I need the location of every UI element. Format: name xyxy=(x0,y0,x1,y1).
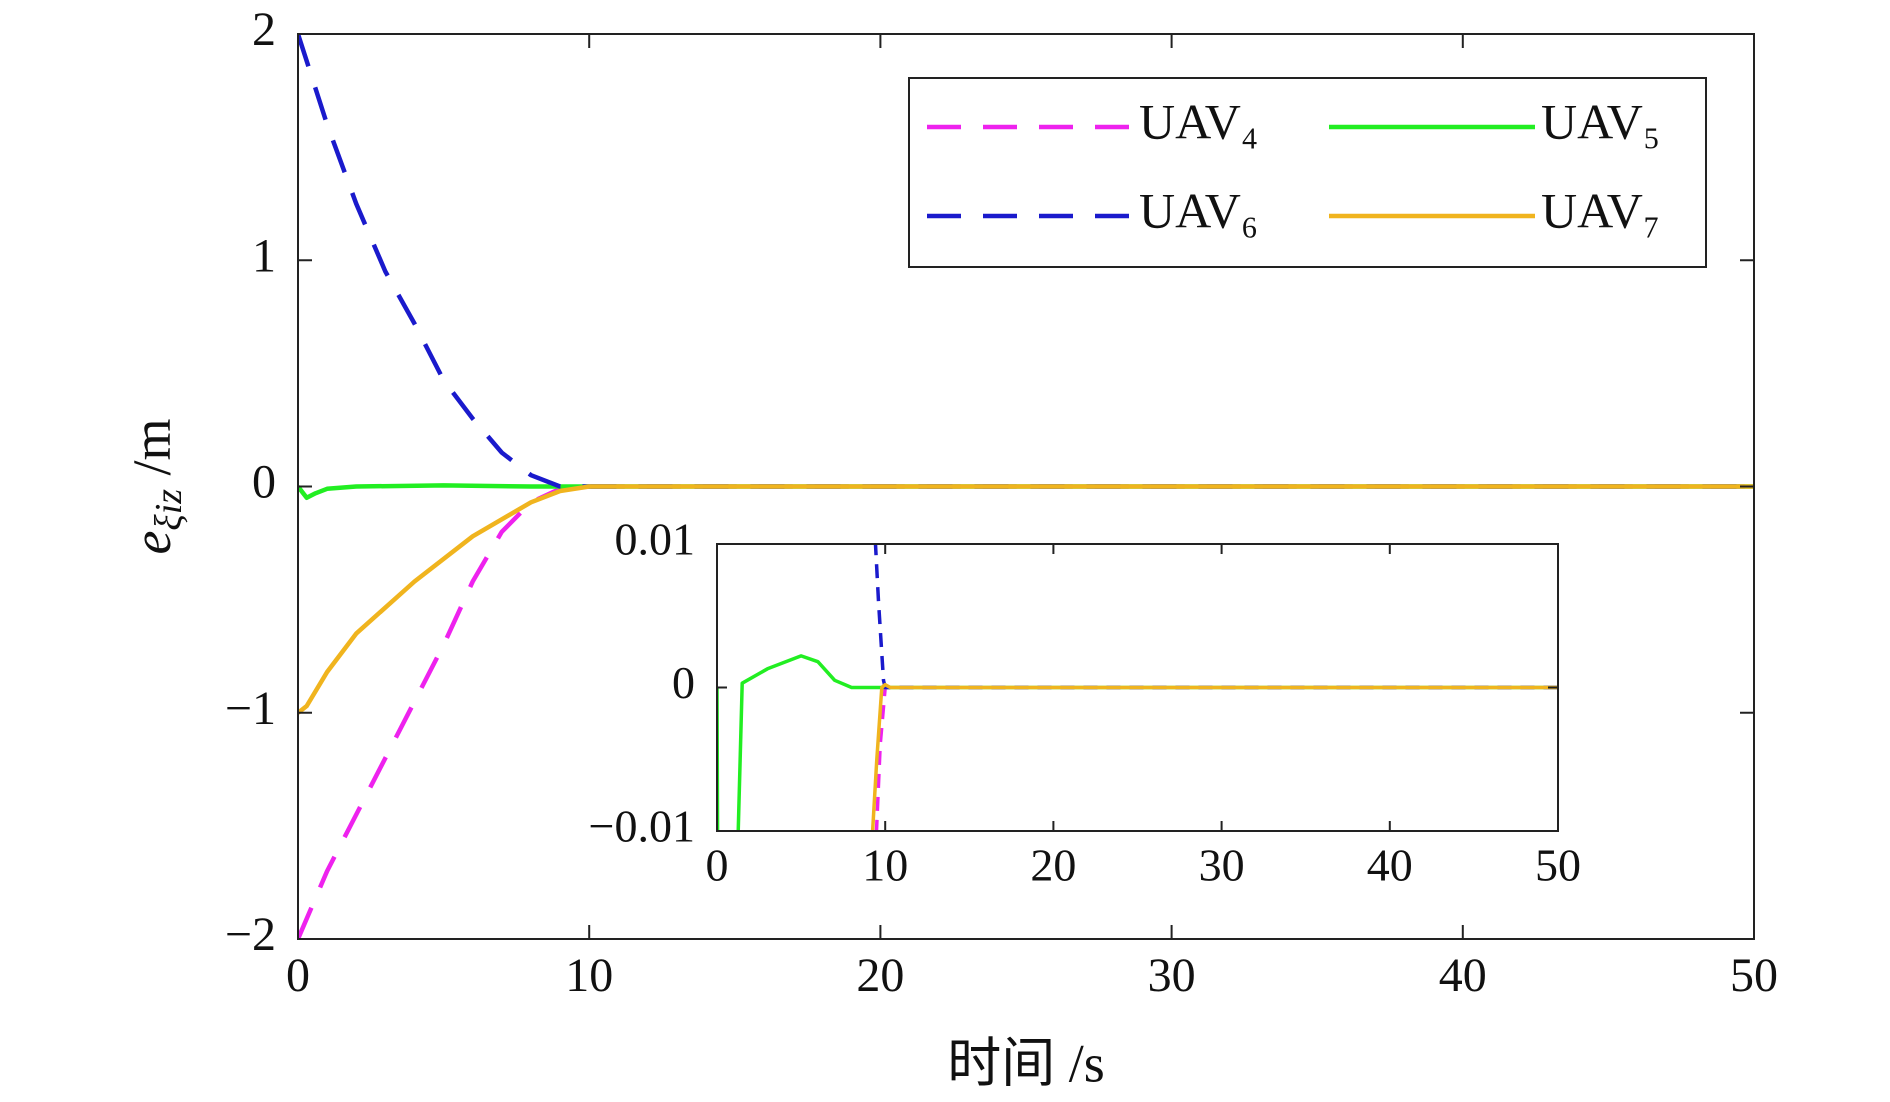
y-tick-label: 2 xyxy=(252,3,276,56)
legend-label: UAV₆ xyxy=(1139,182,1258,238)
x-tick-label: 20 xyxy=(856,949,904,1002)
legend-label: UAV₄ xyxy=(1139,93,1258,149)
series-line xyxy=(298,483,1754,501)
x-axis-label: 时间 /s xyxy=(947,1033,1105,1093)
series-line xyxy=(298,484,1754,715)
y-tick-label: −0.01 xyxy=(589,801,695,852)
x-tick-label: 50 xyxy=(1730,949,1778,1002)
legend-box xyxy=(908,77,1707,268)
y-tick-label: −1 xyxy=(225,682,276,735)
y-tick-label: 1 xyxy=(252,229,276,282)
legend-label: UAV₅ xyxy=(1541,93,1660,149)
x-tick-label: 10 xyxy=(565,949,613,1002)
x-tick-label: 40 xyxy=(1439,949,1487,1002)
x-tick-label: 0 xyxy=(706,840,729,891)
y-label-unit: /m xyxy=(122,418,182,489)
y-tick-label: −2 xyxy=(225,908,276,961)
x-tick-label: 50 xyxy=(1535,840,1581,891)
series-line xyxy=(298,34,1754,489)
legend-label: UAV₇ xyxy=(1541,182,1660,238)
y-label-base: e xyxy=(122,531,182,555)
y-axis-label: eξiz /m xyxy=(122,418,189,554)
x-tick-label: 30 xyxy=(1148,949,1196,1002)
x-tick-label: 30 xyxy=(1199,840,1245,891)
x-tick-label: 20 xyxy=(1030,840,1076,891)
y-tick-label: 0 xyxy=(252,456,276,509)
y-tick-label: 0 xyxy=(672,657,695,708)
x-tick-label: 0 xyxy=(286,949,310,1002)
y-label-sub: ξiz xyxy=(148,489,190,531)
series-line xyxy=(717,654,1558,831)
series-line xyxy=(870,682,1558,831)
x-tick-label: 10 xyxy=(862,840,908,891)
x-tick-label: 40 xyxy=(1367,840,1413,891)
plot-lines xyxy=(298,34,1754,939)
plot-lines xyxy=(717,544,1558,831)
y-tick-label: 0.01 xyxy=(615,514,696,565)
